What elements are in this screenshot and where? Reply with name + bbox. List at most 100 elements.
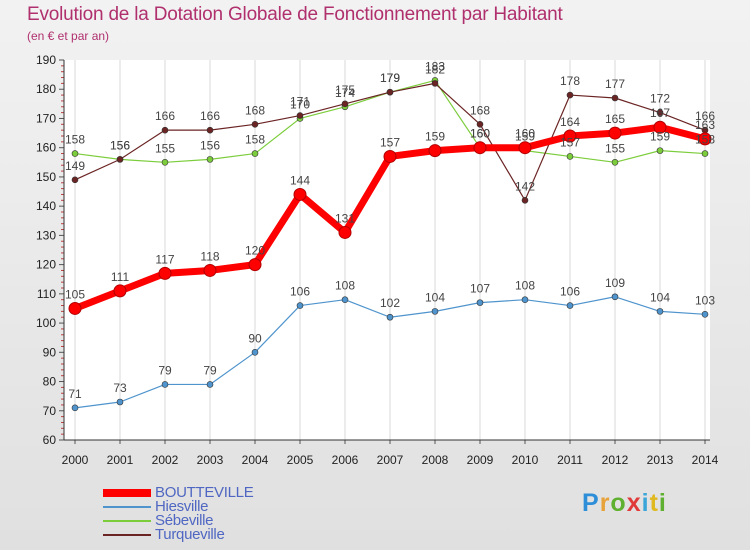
data-point bbox=[338, 225, 352, 239]
x-tick-label: 2007 bbox=[377, 453, 404, 467]
data-label: 106 bbox=[290, 285, 310, 299]
x-tick-label: 2006 bbox=[332, 453, 359, 467]
data-point bbox=[113, 284, 127, 298]
data-label: 155 bbox=[605, 141, 625, 155]
legend-item: Hiesville bbox=[103, 498, 323, 515]
data-point bbox=[476, 121, 484, 128]
data-point bbox=[251, 349, 259, 356]
data-label: 118 bbox=[200, 249, 219, 263]
data-point bbox=[341, 100, 349, 108]
legend-label: Turqueville bbox=[155, 526, 225, 543]
data-label: 166 bbox=[200, 109, 220, 123]
data-label: 160 bbox=[470, 127, 490, 141]
y-tick-label: 180 bbox=[36, 82, 56, 96]
data-point bbox=[116, 398, 124, 406]
data-point bbox=[701, 311, 709, 318]
data-label: 79 bbox=[203, 363, 217, 377]
legend-label: Hiesville bbox=[155, 498, 209, 515]
data-label: 117 bbox=[155, 252, 174, 266]
x-tick-label: 2003 bbox=[197, 453, 224, 467]
data-point bbox=[656, 109, 664, 116]
data-label: 73 bbox=[113, 381, 127, 395]
data-point bbox=[71, 404, 79, 412]
data-label: 108 bbox=[335, 279, 355, 293]
data-label: 158 bbox=[65, 133, 85, 147]
y-tick-label: 160 bbox=[36, 141, 56, 155]
data-label: 105 bbox=[65, 287, 85, 301]
data-point bbox=[71, 176, 79, 184]
legend-swatch bbox=[103, 489, 151, 497]
data-point bbox=[158, 266, 172, 280]
data-label: 106 bbox=[560, 285, 580, 299]
chart-title: Evolution de la Dotation Globale de Fonc… bbox=[27, 4, 563, 25]
data-label: 159 bbox=[650, 130, 670, 144]
data-point bbox=[206, 381, 214, 388]
data-point bbox=[206, 126, 214, 134]
data-label: 171 bbox=[290, 95, 310, 109]
data-point bbox=[653, 120, 667, 134]
data-point bbox=[566, 153, 574, 160]
data-label: 156 bbox=[110, 138, 130, 152]
legend: BOUTTEVILLE Hiesville Sébeville Turqueville bbox=[103, 484, 323, 543]
data-label: 165 bbox=[605, 112, 625, 126]
y-tick-label: 150 bbox=[36, 170, 56, 184]
y-tick-label: 70 bbox=[43, 404, 57, 418]
data-point bbox=[68, 301, 82, 315]
y-tick-label: 170 bbox=[36, 111, 56, 125]
x-tick-label: 2014 bbox=[692, 453, 719, 467]
data-label: 160 bbox=[470, 127, 490, 141]
data-label: 102 bbox=[380, 296, 400, 310]
x-tick-label: 2001 bbox=[107, 453, 134, 467]
x-tick-label: 2012 bbox=[602, 453, 629, 467]
data-point bbox=[383, 149, 397, 163]
data-label: 179 bbox=[380, 71, 400, 85]
data-label: 104 bbox=[650, 290, 670, 304]
y-tick-label: 80 bbox=[43, 375, 57, 389]
data-point bbox=[656, 147, 664, 154]
data-label: 156 bbox=[200, 138, 220, 152]
data-point bbox=[341, 296, 349, 303]
data-label: 131 bbox=[335, 211, 355, 225]
x-tick-label: 2011 bbox=[557, 453, 583, 467]
logo-letter: o bbox=[610, 489, 627, 517]
legend-swatch bbox=[103, 534, 151, 536]
data-label: 167 bbox=[650, 106, 670, 120]
y-tick-label: 110 bbox=[37, 287, 56, 301]
data-point bbox=[701, 150, 709, 157]
logo-letter: r bbox=[599, 489, 611, 517]
data-label: 111 bbox=[111, 270, 130, 284]
legend-label: Sébeville bbox=[155, 512, 214, 529]
data-label: 168 bbox=[470, 103, 490, 117]
data-label: 159 bbox=[515, 130, 535, 144]
x-tick-label: 2000 bbox=[62, 453, 89, 467]
data-label: 179 bbox=[380, 71, 400, 85]
legend-swatch bbox=[103, 520, 151, 522]
chart-subtitle: (en € et par an) bbox=[27, 29, 110, 43]
data-point bbox=[251, 150, 259, 157]
data-label: 144 bbox=[290, 173, 310, 187]
data-point bbox=[431, 308, 439, 315]
data-label: 155 bbox=[155, 141, 175, 155]
data-label: 149 bbox=[65, 159, 85, 173]
data-point bbox=[518, 141, 532, 155]
data-label: 157 bbox=[560, 135, 580, 149]
data-point bbox=[248, 258, 262, 272]
data-point bbox=[116, 156, 124, 163]
x-tick-label: 2005 bbox=[287, 453, 314, 467]
data-label: 107 bbox=[470, 282, 490, 296]
y-tick-label: 100 bbox=[36, 316, 56, 330]
data-point bbox=[521, 296, 529, 303]
data-point bbox=[608, 126, 622, 140]
data-point bbox=[566, 302, 574, 309]
data-point bbox=[206, 156, 214, 163]
x-tick-label: 2004 bbox=[242, 453, 269, 467]
data-point bbox=[611, 293, 619, 301]
y-tick-label: 90 bbox=[43, 345, 57, 359]
data-label: 177 bbox=[605, 77, 625, 91]
data-point bbox=[563, 129, 577, 143]
data-point bbox=[296, 302, 304, 309]
data-point bbox=[386, 313, 394, 321]
data-point bbox=[521, 197, 529, 204]
data-label: 174 bbox=[335, 86, 355, 100]
